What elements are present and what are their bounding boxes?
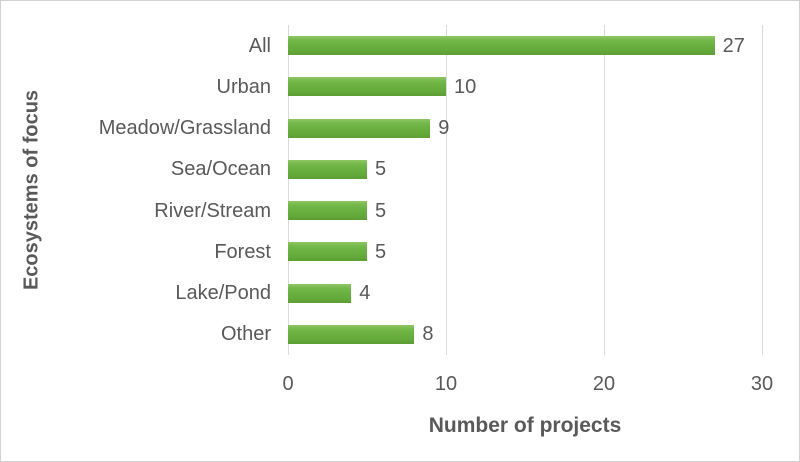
bar-lake-pond [288, 283, 352, 303]
bar-row: 5 [288, 149, 762, 190]
category-axis-labels: All Urban Meadow/Grassland Sea/Ocean River/S… [1, 25, 271, 355]
bar-sea-ocean [288, 159, 367, 179]
gridline-10 [445, 25, 447, 355]
bar-meadow-grassland [288, 118, 431, 138]
x-tick-label-10: 10 [434, 373, 458, 395]
bar-forest [288, 242, 367, 262]
category-label: River/Stream [154, 199, 271, 222]
bar-urban [288, 77, 446, 97]
bar-row: 5 [288, 231, 762, 272]
category-row: All [1, 25, 271, 66]
bar-row: 8 [288, 314, 762, 355]
category-row: Other [1, 314, 271, 355]
bar-row: 9 [288, 108, 762, 149]
bar-row: 27 [288, 25, 762, 66]
bar-row: 5 [288, 190, 762, 231]
category-row: Meadow/Grassland [1, 108, 271, 149]
category-row: Urban [1, 66, 271, 107]
category-row: Sea/Ocean [1, 149, 271, 190]
x-tick-label-30: 30 [750, 373, 774, 395]
x-axis-tick-labels: 0 10 20 30 [1, 372, 799, 398]
data-label: 5 [374, 240, 387, 263]
gridline-20 [603, 25, 605, 355]
bar-all [288, 36, 715, 56]
category-label: Forest [214, 240, 271, 263]
bar-row: 10 [288, 66, 762, 107]
x-tick-label-0: 0 [282, 373, 294, 395]
data-label: 10 [453, 75, 477, 98]
data-label: 27 [722, 34, 745, 57]
bar-other [288, 324, 415, 344]
data-label: 4 [359, 282, 371, 305]
data-label: 9 [438, 117, 450, 140]
data-label: 5 [374, 158, 387, 181]
category-label: Meadow/Grassland [98, 117, 271, 140]
category-label: Sea/Ocean [170, 158, 271, 181]
category-label: Urban [216, 75, 271, 98]
bar-row: 4 [288, 273, 762, 314]
category-row: Lake/Pond [1, 273, 271, 314]
bar-river-stream [288, 201, 367, 221]
x-axis-title: Number of projects [428, 414, 622, 437]
category-label: Other [220, 323, 271, 346]
category-row: Forest [1, 231, 271, 272]
x-tick-label-20: 20 [592, 373, 616, 395]
data-label: 5 [374, 199, 387, 222]
category-label: Lake/Pond [175, 282, 271, 305]
category-row: River/Stream [1, 190, 271, 231]
plot-area: 27 10 9 5 5 5 4 8 [287, 25, 763, 355]
category-label: All [248, 34, 271, 57]
data-label: 8 [422, 323, 434, 346]
y-axis-line [287, 25, 289, 355]
gridline-30 [761, 25, 763, 355]
